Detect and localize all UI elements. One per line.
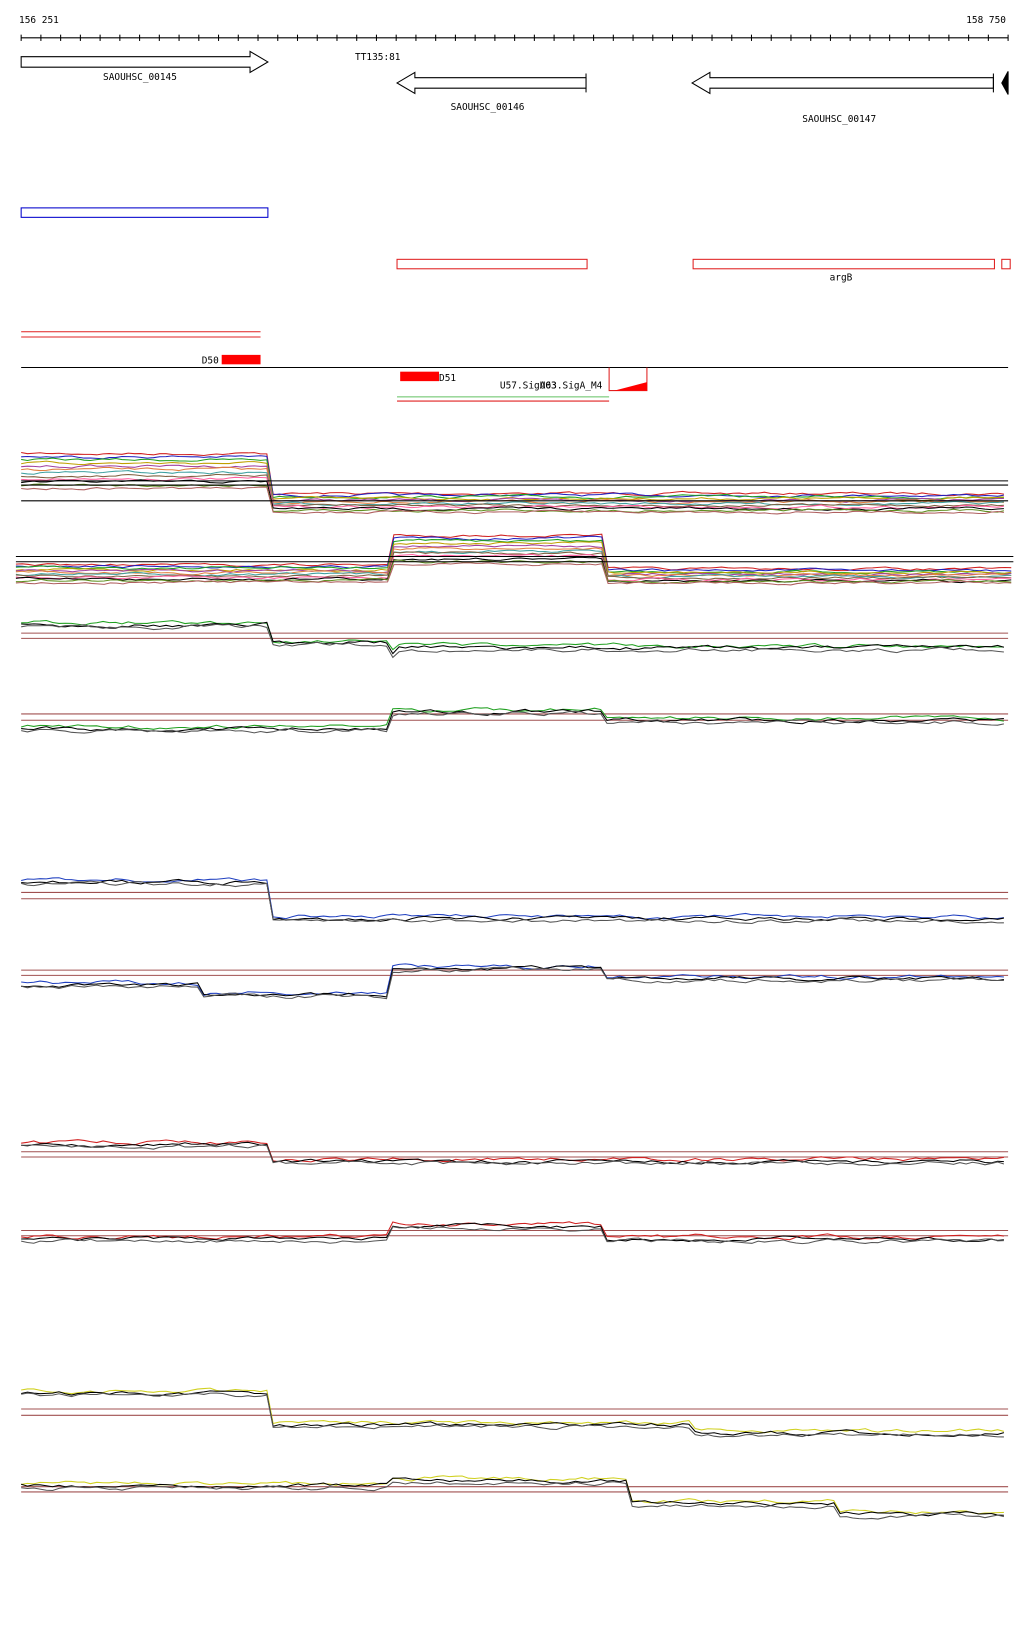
profile-trace xyxy=(21,1477,1004,1517)
gene-label: SAOUHSC_00146 xyxy=(451,102,525,113)
profile-trace xyxy=(21,452,1004,497)
profile-trace xyxy=(21,1222,1004,1243)
profile-trace xyxy=(21,707,1004,730)
profile-trace xyxy=(15,535,1012,572)
ruler-start: 156 251 xyxy=(19,15,59,26)
operon-box xyxy=(1001,258,1011,270)
profile-trace xyxy=(21,466,1004,505)
profile-trace xyxy=(15,562,1012,586)
profile-trace xyxy=(21,1225,1004,1245)
profile-trace xyxy=(21,457,1004,500)
profile-trace xyxy=(21,1392,1004,1438)
gene-arrow xyxy=(20,50,269,74)
expression-profiles xyxy=(15,452,1014,1520)
gene-arrow xyxy=(691,71,994,95)
ruler: 156 251 158 750 xyxy=(19,15,1009,41)
profile-trace xyxy=(21,1141,1004,1165)
profile-trace xyxy=(21,623,1004,659)
gene-arrow xyxy=(1001,71,1009,95)
region-block xyxy=(221,354,261,365)
gene-arrow xyxy=(395,71,587,95)
profile-trace xyxy=(15,546,1012,578)
profile-trace xyxy=(15,551,1012,580)
profile-trace xyxy=(21,1221,1004,1241)
profile-trace xyxy=(21,470,1004,506)
profile-trace xyxy=(15,538,1012,575)
profile-trace xyxy=(21,486,1004,515)
profile-trace xyxy=(15,553,1012,582)
ruler-end: 158 750 xyxy=(966,15,1006,26)
profile-trace xyxy=(21,1481,1005,1520)
operon-box xyxy=(396,258,588,270)
promoter-mark xyxy=(614,382,647,391)
profile-trace xyxy=(21,464,1004,503)
profile-trace xyxy=(21,1143,1005,1167)
region-label: D50 xyxy=(202,355,219,366)
operon-box xyxy=(20,207,269,218)
profile-trace xyxy=(15,544,1012,578)
profile-trace xyxy=(21,1475,1004,1515)
profile-trace xyxy=(21,966,1004,1000)
profile-trace xyxy=(21,1139,1004,1163)
profile-trace xyxy=(21,710,1005,734)
profile-trace xyxy=(15,533,1012,572)
gene-label: SAOUHSC_00145 xyxy=(103,72,177,83)
profile-trace xyxy=(21,473,1004,508)
profile-trace xyxy=(21,880,1004,925)
gene-label: SAOUHSC_00147 xyxy=(802,114,876,125)
promoter-label: U63.SigA_M4 xyxy=(540,380,603,391)
region-block xyxy=(400,371,440,382)
profile-trace xyxy=(21,963,1004,997)
profile-trace xyxy=(21,1387,1005,1434)
genes xyxy=(20,50,1009,95)
terminator-label: TT135:81 xyxy=(355,52,401,63)
operon-box xyxy=(692,258,995,270)
promoter-label: U57.SigA03 xyxy=(500,380,557,391)
operon-label: argB xyxy=(830,272,853,283)
region-label: D51 xyxy=(439,373,456,384)
profile-trace xyxy=(21,619,1004,651)
